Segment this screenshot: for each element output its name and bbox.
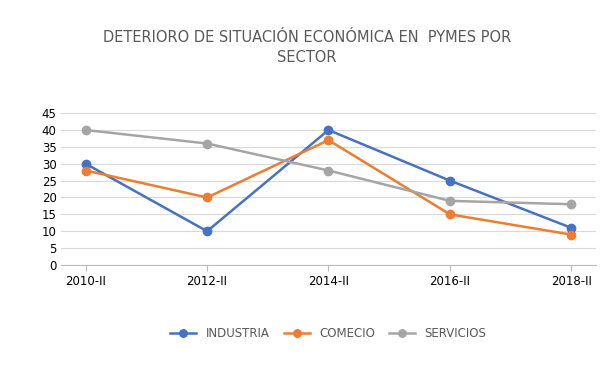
COMECIO [82,168,90,173]
SERVICIOS [325,168,332,173]
COMECIO [203,195,211,200]
Text: DETERIORO DE SITUACIÓN ECONÓMICA EN  PYMES POR
SECTOR: DETERIORO DE SITUACIÓN ECONÓMICA EN PYME… [103,31,511,65]
INDUSTRIA [567,226,575,230]
INDUSTRIA [203,229,211,233]
Line: SERVICIOS: SERVICIOS [82,126,575,208]
SERVICIOS [82,128,90,132]
INDUSTRIA [325,128,332,132]
INDUSTRIA [446,178,454,183]
SERVICIOS [567,202,575,206]
COMECIO [567,233,575,237]
Line: INDUSTRIA: INDUSTRIA [82,126,575,236]
INDUSTRIA [82,162,90,166]
SERVICIOS [446,199,454,203]
SERVICIOS [203,141,211,146]
COMECIO [325,138,332,142]
Legend: INDUSTRIA, COMECIO, SERVICIOS: INDUSTRIA, COMECIO, SERVICIOS [166,323,491,345]
Line: COMECIO: COMECIO [82,136,575,239]
COMECIO [446,212,454,216]
